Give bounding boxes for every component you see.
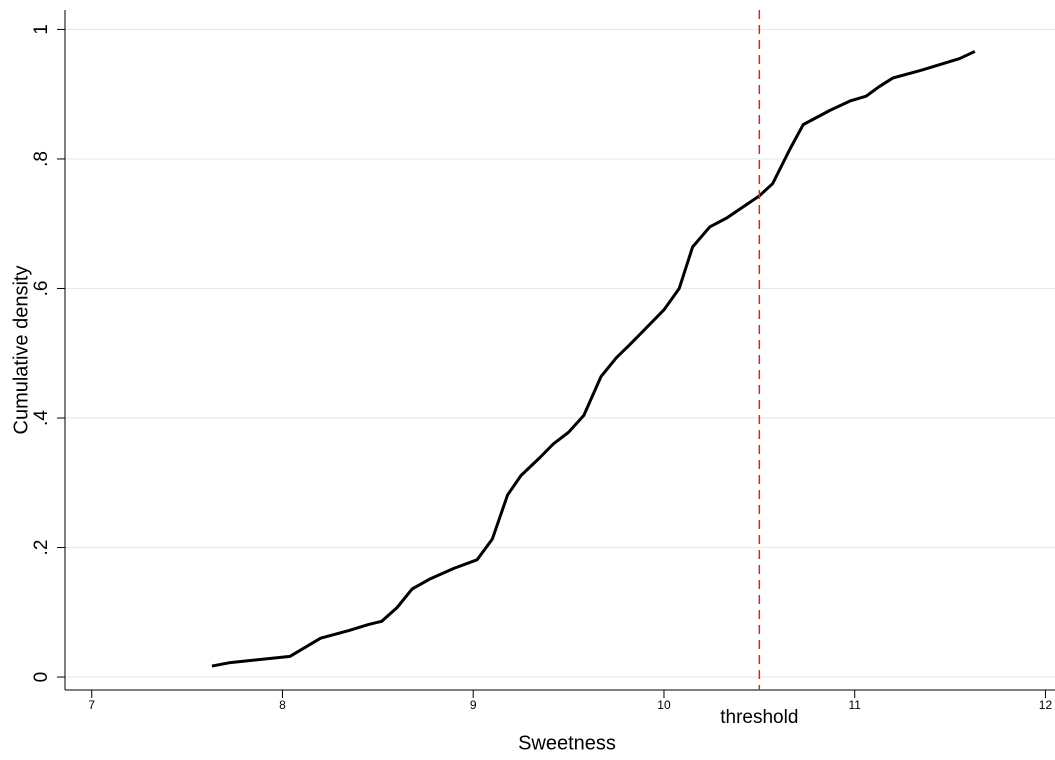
y-tick-label: .8 <box>31 151 52 167</box>
x-tick-label: 11 <box>848 698 861 712</box>
y-axis-title: Cumulative density <box>10 266 32 435</box>
y-tick-label: .2 <box>31 540 52 556</box>
x-tick-label: 9 <box>470 698 477 712</box>
y-tick-label: 1 <box>31 24 52 35</box>
x-tick-label: 7 <box>88 698 95 712</box>
reference-label: threshold <box>720 707 798 728</box>
x-tick-label: 8 <box>279 698 286 712</box>
x-tick-label: 12 <box>1039 698 1053 712</box>
y-tick-label: .6 <box>31 281 52 297</box>
x-tick-label: 10 <box>657 698 671 712</box>
data-line <box>211 50 976 668</box>
x-axis-title: Sweetness <box>518 732 616 754</box>
y-tick-label: 0 <box>31 672 52 683</box>
y-tick-label: .4 <box>31 410 52 426</box>
